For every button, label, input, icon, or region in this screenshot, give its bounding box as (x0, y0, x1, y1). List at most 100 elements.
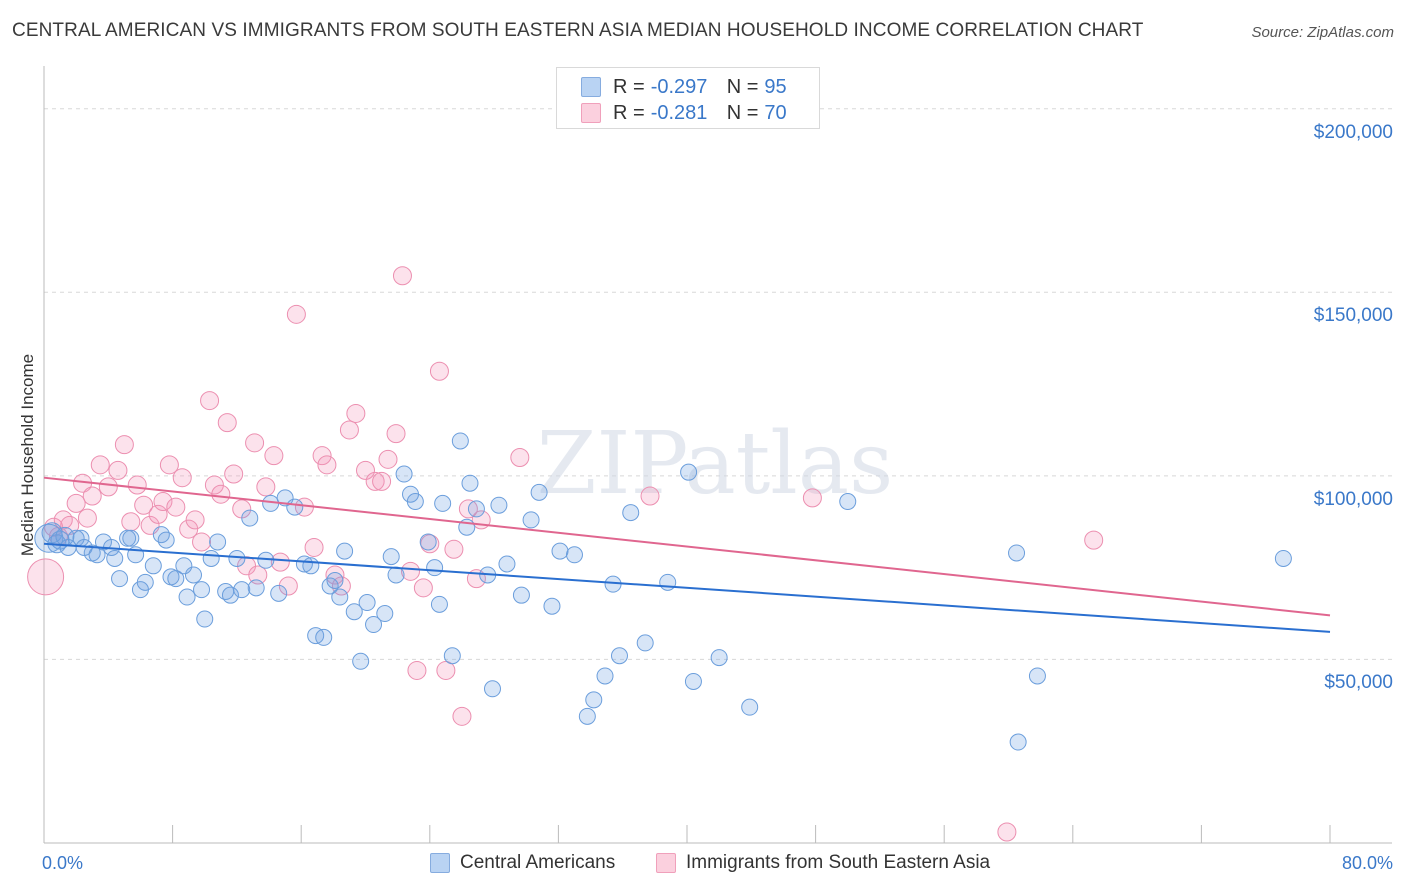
sea-immigrants-point (444, 539, 464, 559)
central-americans-point (461, 474, 479, 492)
sea-immigrants-point (53, 510, 73, 530)
sea-immigrants-point (217, 413, 237, 433)
sea-immigrants-point (245, 433, 265, 453)
sea-immigrants-point (90, 455, 110, 475)
central-americans-point (136, 573, 154, 591)
sea-immigrants-point (372, 471, 392, 491)
sea-immigrants-point (339, 420, 359, 440)
series-legend: Central Americans Immigrants from South … (0, 852, 1406, 878)
sea-immigrants-point (77, 508, 97, 528)
sea-immigrants-point (27, 558, 65, 596)
central-americans-point (426, 559, 444, 577)
y-tick-label: $200,000 (1313, 121, 1393, 143)
central-americans-point (443, 647, 461, 665)
sea-immigrants-point (248, 565, 268, 585)
sea-immigrants-point (278, 576, 298, 596)
sea-immigrants-point (429, 361, 449, 381)
sea-immigrants-point (127, 475, 147, 495)
central-americans-point (295, 555, 313, 573)
legend-item-sea-immigrants[interactable]: Immigrants from South Eastern Asia (656, 852, 990, 874)
stats-legend: R = -0.297 N = 95 R = -0.281 N = 70 (556, 67, 820, 129)
central-americans-point (321, 577, 339, 595)
central-americans-point (122, 529, 140, 547)
central-americans-point (659, 573, 677, 591)
sea-immigrants-point (172, 468, 192, 488)
sea-immigrants-point (436, 660, 456, 680)
legend-n-label: N = (726, 75, 759, 98)
sea-immigrants-point (510, 448, 530, 467)
sea-immigrants-point (452, 706, 472, 726)
central-americans-point (247, 579, 265, 597)
legend-r-label: R = (613, 75, 645, 98)
sea-immigrants-point (270, 552, 290, 572)
central-americans-point (228, 549, 246, 567)
central-americans-point (622, 504, 640, 522)
central-americans-point (209, 533, 227, 551)
central-americans-point (167, 570, 185, 588)
legend-item-central-americans[interactable]: Central Americans (430, 852, 615, 874)
sea-immigrants-point (204, 475, 224, 495)
central-americans-point (498, 555, 516, 573)
legend-n-label: N = (726, 101, 759, 124)
sea-immigrants-point (98, 477, 118, 497)
legend-label-central-americans: Central Americans (460, 852, 616, 873)
sea-immigrants-point (134, 495, 154, 515)
central-americans-point (610, 647, 628, 665)
central-americans-point (530, 483, 548, 501)
sea-immigrants-point (82, 486, 102, 506)
y-axis-label: Median Household Income (18, 353, 37, 557)
central-americans-point (483, 680, 501, 698)
sea-immigrants-point (224, 464, 244, 484)
axes (43, 66, 1392, 844)
central-americans-point (512, 586, 530, 604)
chart-source: Source: ZipAtlas.com (1251, 24, 1394, 41)
legend-swatch-central-americans (430, 853, 450, 873)
sea-immigrants-point (256, 477, 276, 497)
central-americans-point (406, 493, 424, 511)
sea-immigrants-point (211, 484, 231, 504)
sea-immigrants-point (356, 460, 375, 480)
central-americans-point (451, 432, 469, 450)
sea-immigrants-point (60, 515, 80, 535)
sea-immigrants-point (286, 304, 306, 324)
legend-row-blue: R = -0.297 N = 95 (581, 76, 840, 98)
legend-r-value-blue: -0.297 (650, 75, 708, 98)
central-americans-point (551, 542, 569, 560)
y-tick-label: $100,000 (1313, 488, 1393, 510)
sea-immigrants-point (325, 565, 345, 585)
central-americans-point (196, 610, 214, 628)
sea-immigrants-point (304, 537, 324, 557)
central-americans-point (839, 493, 857, 511)
sea-immigrants-point (108, 460, 128, 480)
legend-n-value-blue: 95 (764, 75, 787, 98)
legend-swatch-pink (581, 103, 601, 123)
central-americans-point (741, 698, 759, 716)
legend-label-sea-immigrants: Immigrants from South Eastern Asia (686, 852, 991, 873)
sea-immigrants-point (192, 532, 212, 552)
trendline-central-americans (43, 542, 1331, 633)
central-americans-point (315, 628, 333, 646)
sea-immigrants-point (121, 512, 141, 532)
y-tick-label: $50,000 (1324, 672, 1393, 694)
central-americans-point (144, 557, 162, 575)
central-americans-point (522, 511, 540, 529)
watermark: ZIPatlas (537, 414, 893, 514)
sea-immigrants-point (1084, 530, 1104, 550)
central-americans-point (684, 672, 702, 690)
central-americans-point (578, 707, 596, 725)
central-americans-point (565, 546, 583, 564)
central-americans-point (286, 498, 304, 516)
x-tick-min: 0.0% (42, 853, 84, 873)
sea-immigrants-point (317, 455, 337, 475)
central-americans-point (270, 584, 288, 602)
sea-immigrants-point (153, 492, 173, 512)
sea-immigrants-point (66, 493, 86, 513)
sea-immigrants-point (413, 578, 433, 598)
sea-immigrants-point (802, 488, 822, 508)
series-pink-points (27, 266, 1104, 842)
sea-immigrants-point (401, 561, 421, 581)
sea-immigrants-point (166, 497, 186, 517)
sea-immigrants-point (407, 660, 427, 680)
central-americans-point (111, 570, 129, 588)
